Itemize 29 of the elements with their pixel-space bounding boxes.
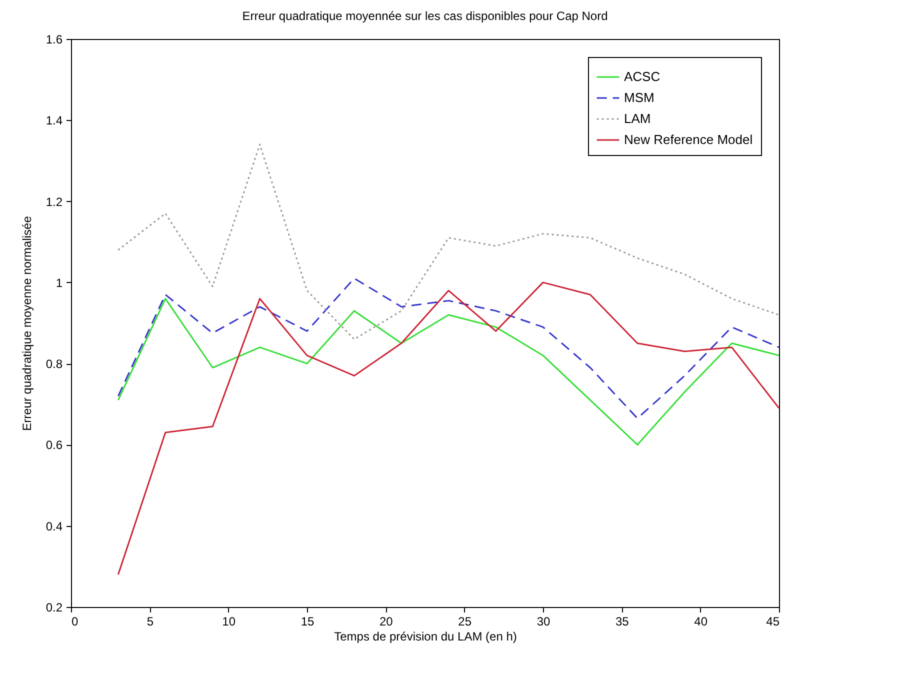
- y-tick-label: 1.2: [46, 194, 63, 209]
- x-tick-label: 30: [536, 614, 550, 628]
- y-tick-label: 1.6: [46, 32, 63, 46]
- line-series: [117, 278, 780, 420]
- line-series: [117, 282, 780, 576]
- legend-label: LAM: [624, 111, 651, 126]
- x-tick-label: 35: [615, 614, 630, 628]
- x-tick-label: 45: [766, 614, 780, 628]
- legend-label: ACSC: [624, 69, 660, 84]
- x-tick-label: 0: [72, 614, 78, 628]
- x-tick-label: 25: [458, 614, 472, 628]
- legend-label: New Reference Model: [624, 132, 753, 147]
- y-tick-label: 0.2: [46, 600, 63, 614]
- y-axis-title: Erreur quadratique moyenne normalisée: [20, 216, 34, 431]
- x-tick-label: 20: [379, 614, 394, 628]
- legend-label: MSM: [624, 90, 654, 105]
- x-tick-label: 40: [694, 614, 708, 628]
- chart-title: Erreur quadratique moyennée sur les cas disponibles pour Cap Nord: [242, 9, 608, 23]
- y-tick-label: 0.4: [46, 519, 63, 534]
- x-tick-label: 5: [146, 614, 154, 628]
- x-tick-label: 10: [222, 614, 236, 628]
- line-series: [117, 298, 780, 446]
- y-tick-label: 1.4: [46, 114, 63, 128]
- x-tick-label: 15: [300, 614, 314, 628]
- y-tick-label: 0.8: [46, 357, 63, 372]
- line-series: [117, 144, 780, 340]
- y-tick-label: 0.6: [46, 438, 63, 452]
- y-tick-label: 1: [56, 276, 63, 290]
- x-axis-title: Temps de prévision du LAM (en h): [334, 630, 517, 644]
